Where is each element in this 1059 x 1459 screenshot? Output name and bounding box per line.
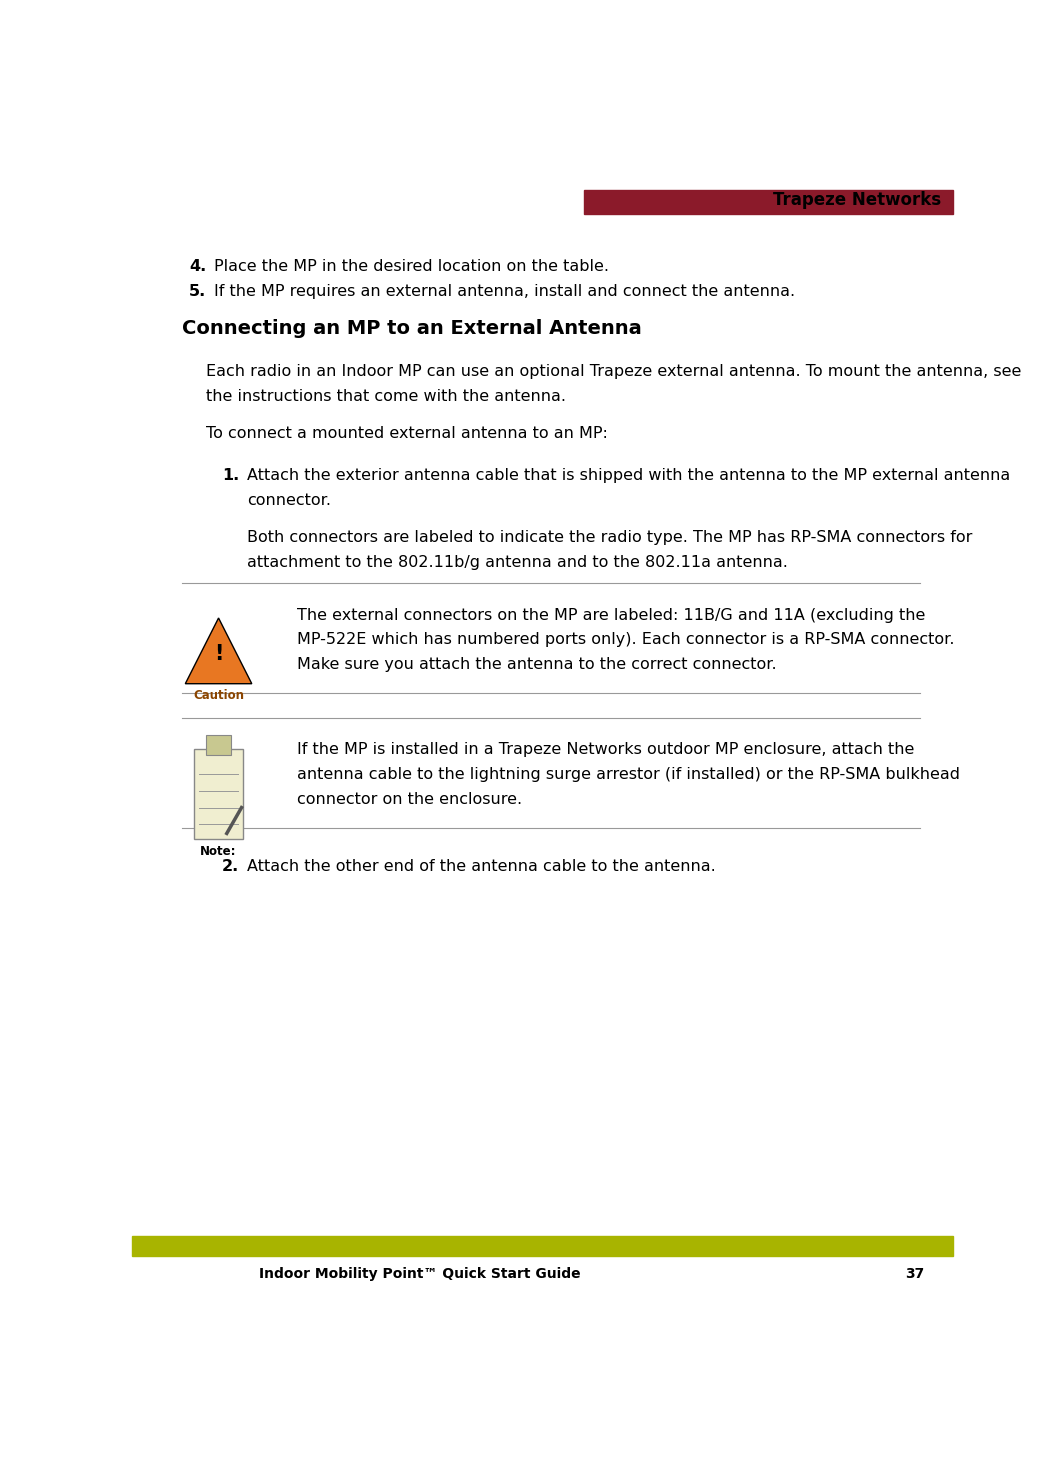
Text: Connecting an MP to an External Antenna: Connecting an MP to an External Antenna (182, 320, 642, 338)
Text: 5.: 5. (189, 285, 207, 299)
Text: Caution: Caution (193, 689, 244, 702)
Text: the instructions that come with the antenna.: the instructions that come with the ante… (207, 388, 567, 404)
Text: 2.: 2. (221, 859, 239, 874)
Text: attachment to the 802.11b/g antenna and to the 802.11a antenna.: attachment to the 802.11b/g antenna and … (248, 554, 788, 570)
Text: !: ! (214, 643, 223, 664)
Text: 1.: 1. (221, 468, 239, 483)
Text: Each radio in an Indoor MP can use an optional Trapeze external antenna. To moun: Each radio in an Indoor MP can use an op… (207, 363, 1022, 379)
FancyBboxPatch shape (207, 734, 231, 754)
Text: 4.: 4. (189, 260, 207, 274)
Text: 37: 37 (905, 1266, 925, 1281)
Text: Both connectors are labeled to indicate the radio type. The MP has RP-SMA connec: Both connectors are labeled to indicate … (248, 530, 972, 546)
Text: Indoor Mobility Point™ Quick Start Guide: Indoor Mobility Point™ Quick Start Guide (258, 1266, 580, 1281)
Bar (132, 1236, 953, 1256)
Text: Make sure you attach the antenna to the correct connector.: Make sure you attach the antenna to the … (297, 657, 776, 673)
Text: Attach the other end of the antenna cable to the antenna.: Attach the other end of the antenna cabl… (248, 859, 716, 874)
Text: connector on the enclosure.: connector on the enclosure. (297, 792, 522, 807)
Text: To connect a mounted external antenna to an MP:: To connect a mounted external antenna to… (207, 426, 608, 441)
FancyBboxPatch shape (194, 748, 244, 839)
Text: connector.: connector. (248, 493, 331, 508)
Text: If the MP requires an external antenna, install and connect the antenna.: If the MP requires an external antenna, … (214, 285, 795, 299)
Text: antenna cable to the lightning surge arrestor (if installed) or the RP-SMA bulkh: antenna cable to the lightning surge arr… (297, 767, 959, 782)
Text: If the MP is installed in a Trapeze Networks outdoor MP enclosure, attach the: If the MP is installed in a Trapeze Netw… (297, 743, 914, 757)
Text: Place the MP in the desired location on the table.: Place the MP in the desired location on … (214, 260, 609, 274)
Text: The external connectors on the MP are labeled: 11B/G and 11A (excluding the: The external connectors on the MP are la… (297, 607, 925, 623)
Bar (584, 190, 953, 214)
Polygon shape (185, 619, 252, 684)
Text: Trapeze Networks: Trapeze Networks (773, 191, 940, 209)
Text: MP-522E which has numbered ports only). Each connector is a RP-SMA connector.: MP-522E which has numbered ports only). … (297, 632, 954, 648)
Text: Attach the exterior antenna cable that is shipped with the antenna to the MP ext: Attach the exterior antenna cable that i… (248, 468, 1010, 483)
Text: Note:: Note: (200, 845, 237, 858)
